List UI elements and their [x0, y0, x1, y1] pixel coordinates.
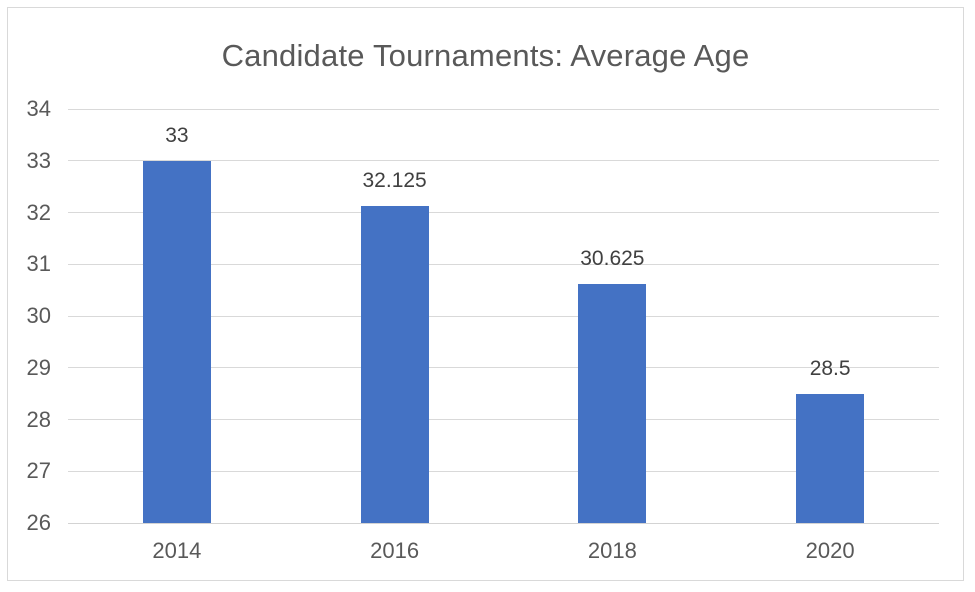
y-tick-label: 27 — [26, 458, 51, 484]
bar-2018[interactable] — [578, 283, 647, 523]
x-tick-label-2020: 2020 — [805, 538, 855, 563]
gridline — [68, 263, 939, 265]
x-tick-label-2014: 2014 — [152, 538, 202, 563]
gridline — [68, 315, 939, 317]
chart-title: Candidate Tournaments: Average Age — [221, 38, 750, 73]
data-label-2014: 33 — [165, 123, 189, 147]
y-tick-label: 32 — [26, 199, 51, 225]
gridline — [68, 160, 939, 162]
data-label-2016: 32.125 — [362, 169, 427, 193]
bar-2016[interactable] — [360, 206, 429, 523]
y-tick-label: 29 — [26, 354, 51, 380]
y-tick-label: 28 — [26, 406, 51, 432]
gridline — [68, 470, 939, 472]
chart-frame[interactable]: Candidate Tournaments: Average Age 26 27 2… — [7, 7, 964, 581]
gridline — [68, 108, 939, 110]
gridline — [68, 419, 939, 420]
data-label-2018: 30.625 — [580, 246, 645, 270]
gridline — [68, 212, 939, 213]
y-tick-label: 34 — [26, 96, 51, 121]
y-tick-label: 30 — [26, 303, 51, 328]
data-label-2020: 28.5 — [809, 356, 851, 380]
bar-2014[interactable] — [142, 160, 211, 523]
bar-2020[interactable] — [796, 393, 865, 523]
y-tick-label: 33 — [26, 147, 51, 173]
gridline — [68, 367, 939, 369]
y-tick-label: 31 — [26, 251, 51, 277]
x-tick-label-2016: 2016 — [370, 538, 420, 563]
plot-area — [68, 108, 939, 524]
x-tick-label-2018: 2018 — [587, 538, 637, 563]
x-axis-line — [68, 522, 939, 524]
y-tick-label: 26 — [26, 510, 51, 535]
